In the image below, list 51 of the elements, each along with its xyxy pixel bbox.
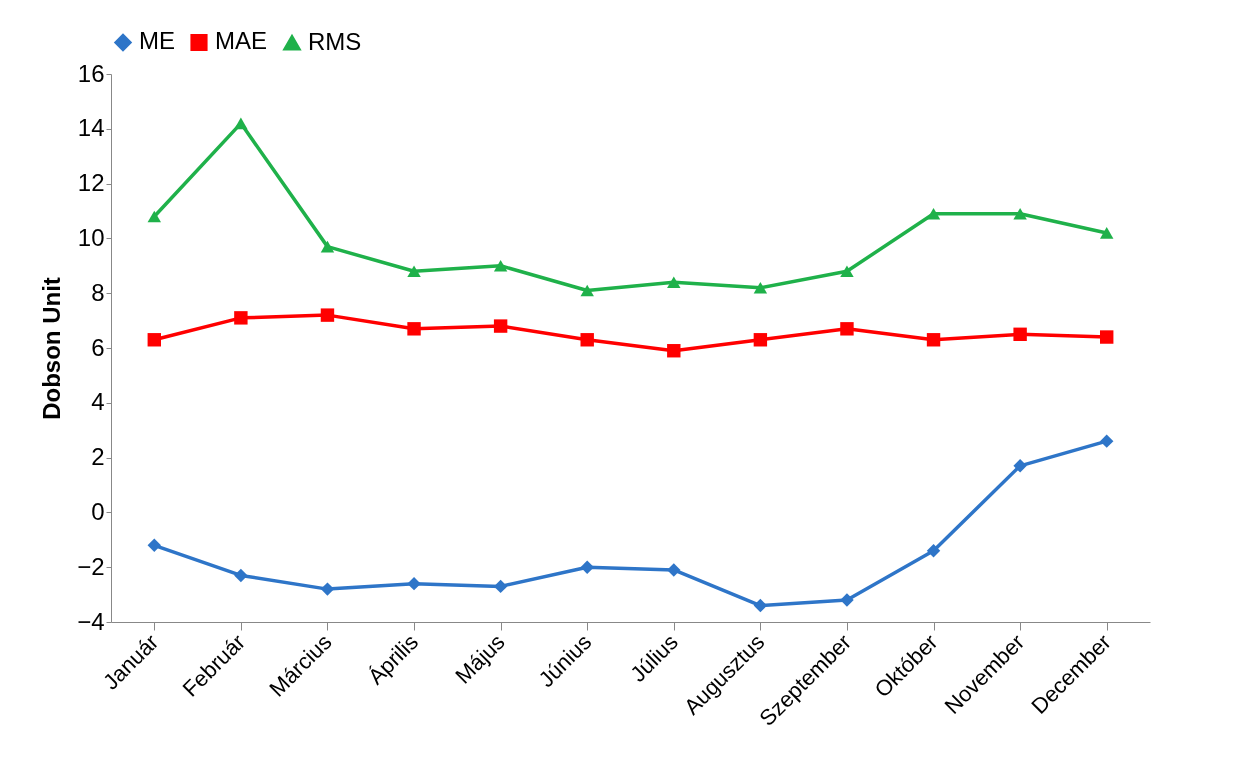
point xyxy=(667,344,681,358)
y-tick-label: 10 xyxy=(77,223,105,251)
point xyxy=(320,308,335,322)
point xyxy=(840,265,854,278)
point xyxy=(1013,207,1027,220)
point xyxy=(580,333,594,347)
point xyxy=(234,117,248,130)
point xyxy=(840,322,854,336)
point xyxy=(147,210,161,223)
point xyxy=(667,563,681,577)
point xyxy=(1100,434,1114,448)
point xyxy=(926,207,941,220)
point xyxy=(493,319,508,333)
point xyxy=(320,582,335,596)
point xyxy=(580,284,594,297)
point xyxy=(926,544,941,558)
y-tick-label: 14 xyxy=(77,114,105,142)
y-tick-label: −4 xyxy=(77,607,105,635)
point xyxy=(147,333,161,347)
y-tick-label: 16 xyxy=(77,59,105,87)
point xyxy=(147,538,161,552)
y-tick-label: 12 xyxy=(77,169,105,197)
point xyxy=(753,598,768,613)
point xyxy=(1100,227,1114,239)
point xyxy=(840,593,854,607)
y-axis-title: Dobson Unit xyxy=(38,277,66,420)
point xyxy=(320,240,335,253)
point xyxy=(1013,327,1027,342)
point xyxy=(407,322,421,336)
point xyxy=(580,560,594,574)
point xyxy=(493,579,508,594)
point xyxy=(234,311,248,325)
point xyxy=(493,259,508,272)
point xyxy=(407,576,421,591)
point xyxy=(1013,459,1027,473)
point xyxy=(926,333,941,347)
point xyxy=(753,333,768,347)
legend-label: ME xyxy=(139,27,175,55)
y-tick-label: 4 xyxy=(91,388,105,416)
y-tick-label: 2 xyxy=(91,443,105,471)
legend-label: MAE xyxy=(215,27,268,55)
point xyxy=(753,281,768,294)
y-tick-label: 8 xyxy=(91,278,105,306)
legend-label: RMS xyxy=(308,27,362,55)
point xyxy=(667,276,681,289)
y-tick-label: 0 xyxy=(91,497,105,525)
y-tick-label: 6 xyxy=(91,333,105,361)
point xyxy=(407,265,421,278)
point xyxy=(234,568,248,583)
y-tick-label: −2 xyxy=(77,552,105,580)
point xyxy=(1100,330,1114,344)
